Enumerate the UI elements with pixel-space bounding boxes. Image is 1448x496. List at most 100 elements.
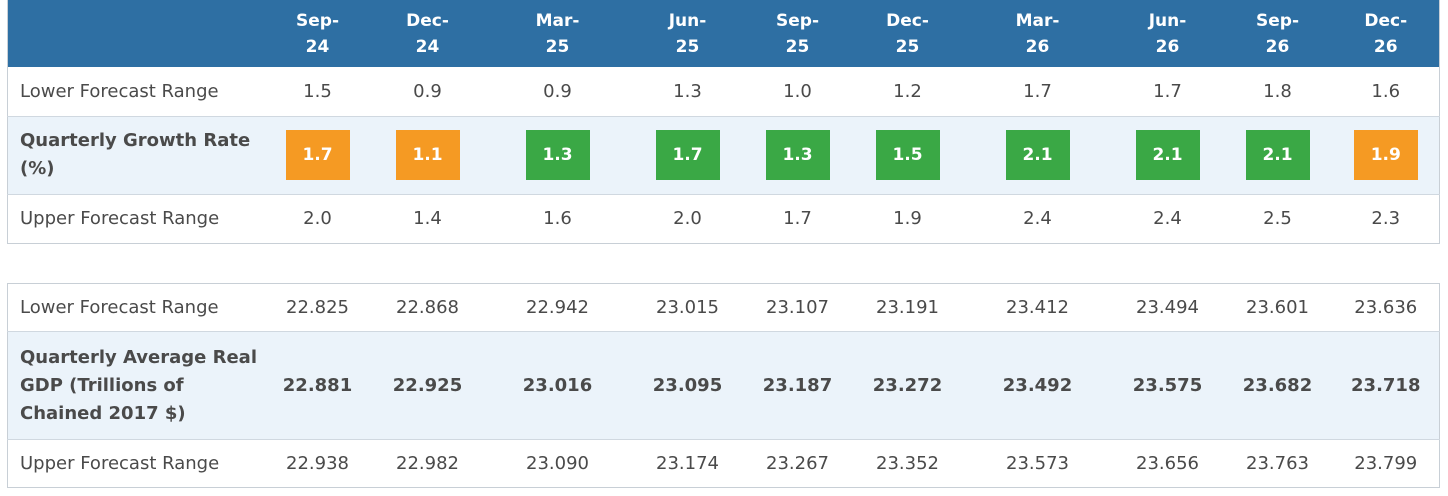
quarter-year: 26 xyxy=(1373,36,1398,57)
quarter-year: 26 xyxy=(1025,36,1050,57)
growth-rate-cell: 1.5 xyxy=(852,116,963,195)
lower-range-value: 1.6 xyxy=(1332,67,1440,117)
lower-range-value: 1.3 xyxy=(632,67,743,117)
upper-range-value: 23.763 xyxy=(1222,439,1333,488)
upper-range-value: 1.9 xyxy=(852,194,963,244)
growth-rate-badge: 1.7 xyxy=(655,130,720,180)
quarter-year: 24 xyxy=(305,36,330,57)
upper-range-value: 1.4 xyxy=(372,194,483,244)
upper-range-value: 23.090 xyxy=(482,439,633,488)
growth-rate-row: Quarterly Growth Rate (%) 1.7 1.1 1.3 1.… xyxy=(7,116,1440,195)
gdp-average-value: 23.016 xyxy=(482,331,633,440)
row-label: Lower Forecast Range xyxy=(7,67,263,117)
gdp-average-value: 22.925 xyxy=(372,331,483,440)
growth-rate-cell: 1.7 xyxy=(632,116,743,195)
lower-range-value: 0.9 xyxy=(372,67,483,117)
header-quarter: Sep- 26 xyxy=(1223,0,1333,67)
upper-range-value: 2.3 xyxy=(1332,194,1440,244)
upper-range-value: 23.799 xyxy=(1332,439,1440,488)
upper-range-value: 22.938 xyxy=(262,439,373,488)
lower-range-value: 22.868 xyxy=(372,283,483,332)
growth-rate-cell: 2.1 xyxy=(962,116,1113,195)
growth-rate-badge: 2.1 xyxy=(1005,130,1070,180)
lower-range-value: 22.942 xyxy=(482,283,633,332)
quarter-year: 25 xyxy=(545,36,570,57)
growth-rate-cell: 2.1 xyxy=(1112,116,1223,195)
header-quarter: Dec- 25 xyxy=(853,0,963,67)
upper-range-value: 23.174 xyxy=(632,439,743,488)
growth-rate-badge: 1.9 xyxy=(1353,130,1418,180)
lower-range-value: 1.5 xyxy=(262,67,373,117)
growth-rate-cell: 1.3 xyxy=(482,116,633,195)
growth-rate-badge: 1.5 xyxy=(875,130,940,180)
growth-rate-badge: 1.3 xyxy=(765,130,830,180)
quarter-month: Sep- xyxy=(776,10,819,31)
growth-rate-table: Sep- 24 Dec- 24 Mar- 25 Jun- 25 Sep- 25 Dec- 2… xyxy=(7,0,1440,244)
upper-range-value: 1.6 xyxy=(482,194,633,244)
row-label: Upper Forecast Range xyxy=(7,194,263,244)
row-label: Quarterly Average Real GDP (Trillions of… xyxy=(7,331,263,440)
growth-rate-cell: 1.7 xyxy=(262,116,373,195)
growth-rate-cell: 2.1 xyxy=(1222,116,1333,195)
gdp-upper-range-row: Upper Forecast Range 22.938 22.982 23.09… xyxy=(7,439,1440,488)
lower-range-value: 1.0 xyxy=(742,67,853,117)
quarter-year: 26 xyxy=(1265,36,1290,57)
growth-rate-cell: 1.3 xyxy=(742,116,853,195)
lower-range-value: 1.8 xyxy=(1222,67,1333,117)
upper-range-value: 23.267 xyxy=(742,439,853,488)
gdp-average-value: 23.187 xyxy=(742,331,853,440)
row-label: Lower Forecast Range xyxy=(7,283,263,332)
header-quarter: Jun- 25 xyxy=(633,0,743,67)
upper-range-value: 2.4 xyxy=(962,194,1113,244)
gdp-average-value: 23.272 xyxy=(852,331,963,440)
lower-range-value: 23.636 xyxy=(1332,283,1440,332)
upper-range-value: 2.4 xyxy=(1112,194,1223,244)
upper-range-value: 2.0 xyxy=(632,194,743,244)
growth-rate-badge: 2.1 xyxy=(1245,130,1310,180)
upper-range-value: 23.573 xyxy=(962,439,1113,488)
header-quarter: Dec- 24 xyxy=(373,0,483,67)
gdp-average-value: 23.575 xyxy=(1112,331,1223,440)
lower-range-value: 23.107 xyxy=(742,283,853,332)
growth-rate-badge: 1.3 xyxy=(525,130,590,180)
quarter-year: 25 xyxy=(675,36,700,57)
gdp-lower-range-row: Lower Forecast Range 22.825 22.868 22.94… xyxy=(7,283,1440,332)
upper-range-value: 22.982 xyxy=(372,439,483,488)
upper-range-value: 23.352 xyxy=(852,439,963,488)
header-quarter: Dec- 26 xyxy=(1333,0,1440,67)
upper-range-value: 2.0 xyxy=(262,194,373,244)
quarter-month: Dec- xyxy=(1364,10,1408,31)
quarter-year: 25 xyxy=(895,36,920,57)
header-quarter: Sep- 24 xyxy=(263,0,373,67)
lower-range-value: 23.015 xyxy=(632,283,743,332)
header-quarter: Sep- 25 xyxy=(743,0,853,67)
quarter-month: Jun- xyxy=(668,10,707,31)
upper-range-value: 23.656 xyxy=(1112,439,1223,488)
lower-range-value: 23.191 xyxy=(852,283,963,332)
quarter-year: 26 xyxy=(1155,36,1180,57)
growth-rate-cell: 1.1 xyxy=(372,116,483,195)
quarter-month: Dec- xyxy=(406,10,449,31)
quarter-month: Mar- xyxy=(1015,10,1060,31)
lower-range-value: 1.2 xyxy=(852,67,963,117)
gdp-average-row: Quarterly Average Real GDP (Trillions of… xyxy=(7,331,1440,440)
growth-lower-range-row: Lower Forecast Range 1.5 0.9 0.9 1.3 1.0… xyxy=(7,67,1440,117)
gdp-average-value: 23.682 xyxy=(1222,331,1333,440)
header-corner xyxy=(8,0,263,67)
gdp-average-value: 23.095 xyxy=(632,331,743,440)
lower-range-value: 22.825 xyxy=(262,283,373,332)
upper-range-value: 1.7 xyxy=(742,194,853,244)
upper-range-value: 2.5 xyxy=(1222,194,1333,244)
header-quarter: Mar- 26 xyxy=(963,0,1113,67)
gdp-average-value: 23.492 xyxy=(962,331,1113,440)
row-label: Upper Forecast Range xyxy=(7,439,263,488)
row-label: Quarterly Growth Rate (%) xyxy=(7,116,263,195)
quarter-month: Dec- xyxy=(886,10,929,31)
header-quarter: Jun- 26 xyxy=(1113,0,1223,67)
growth-upper-range-row: Upper Forecast Range 2.0 1.4 1.6 2.0 1.7… xyxy=(7,194,1440,244)
growth-rate-badge: 1.7 xyxy=(285,130,350,180)
lower-range-value: 23.494 xyxy=(1112,283,1223,332)
gdp-average-value: 23.718 xyxy=(1332,331,1440,440)
header-row: Sep- 24 Dec- 24 Mar- 25 Jun- 25 Sep- 25 Dec- 2… xyxy=(7,0,1440,67)
real-gdp-table: Lower Forecast Range 22.825 22.868 22.94… xyxy=(7,283,1440,488)
